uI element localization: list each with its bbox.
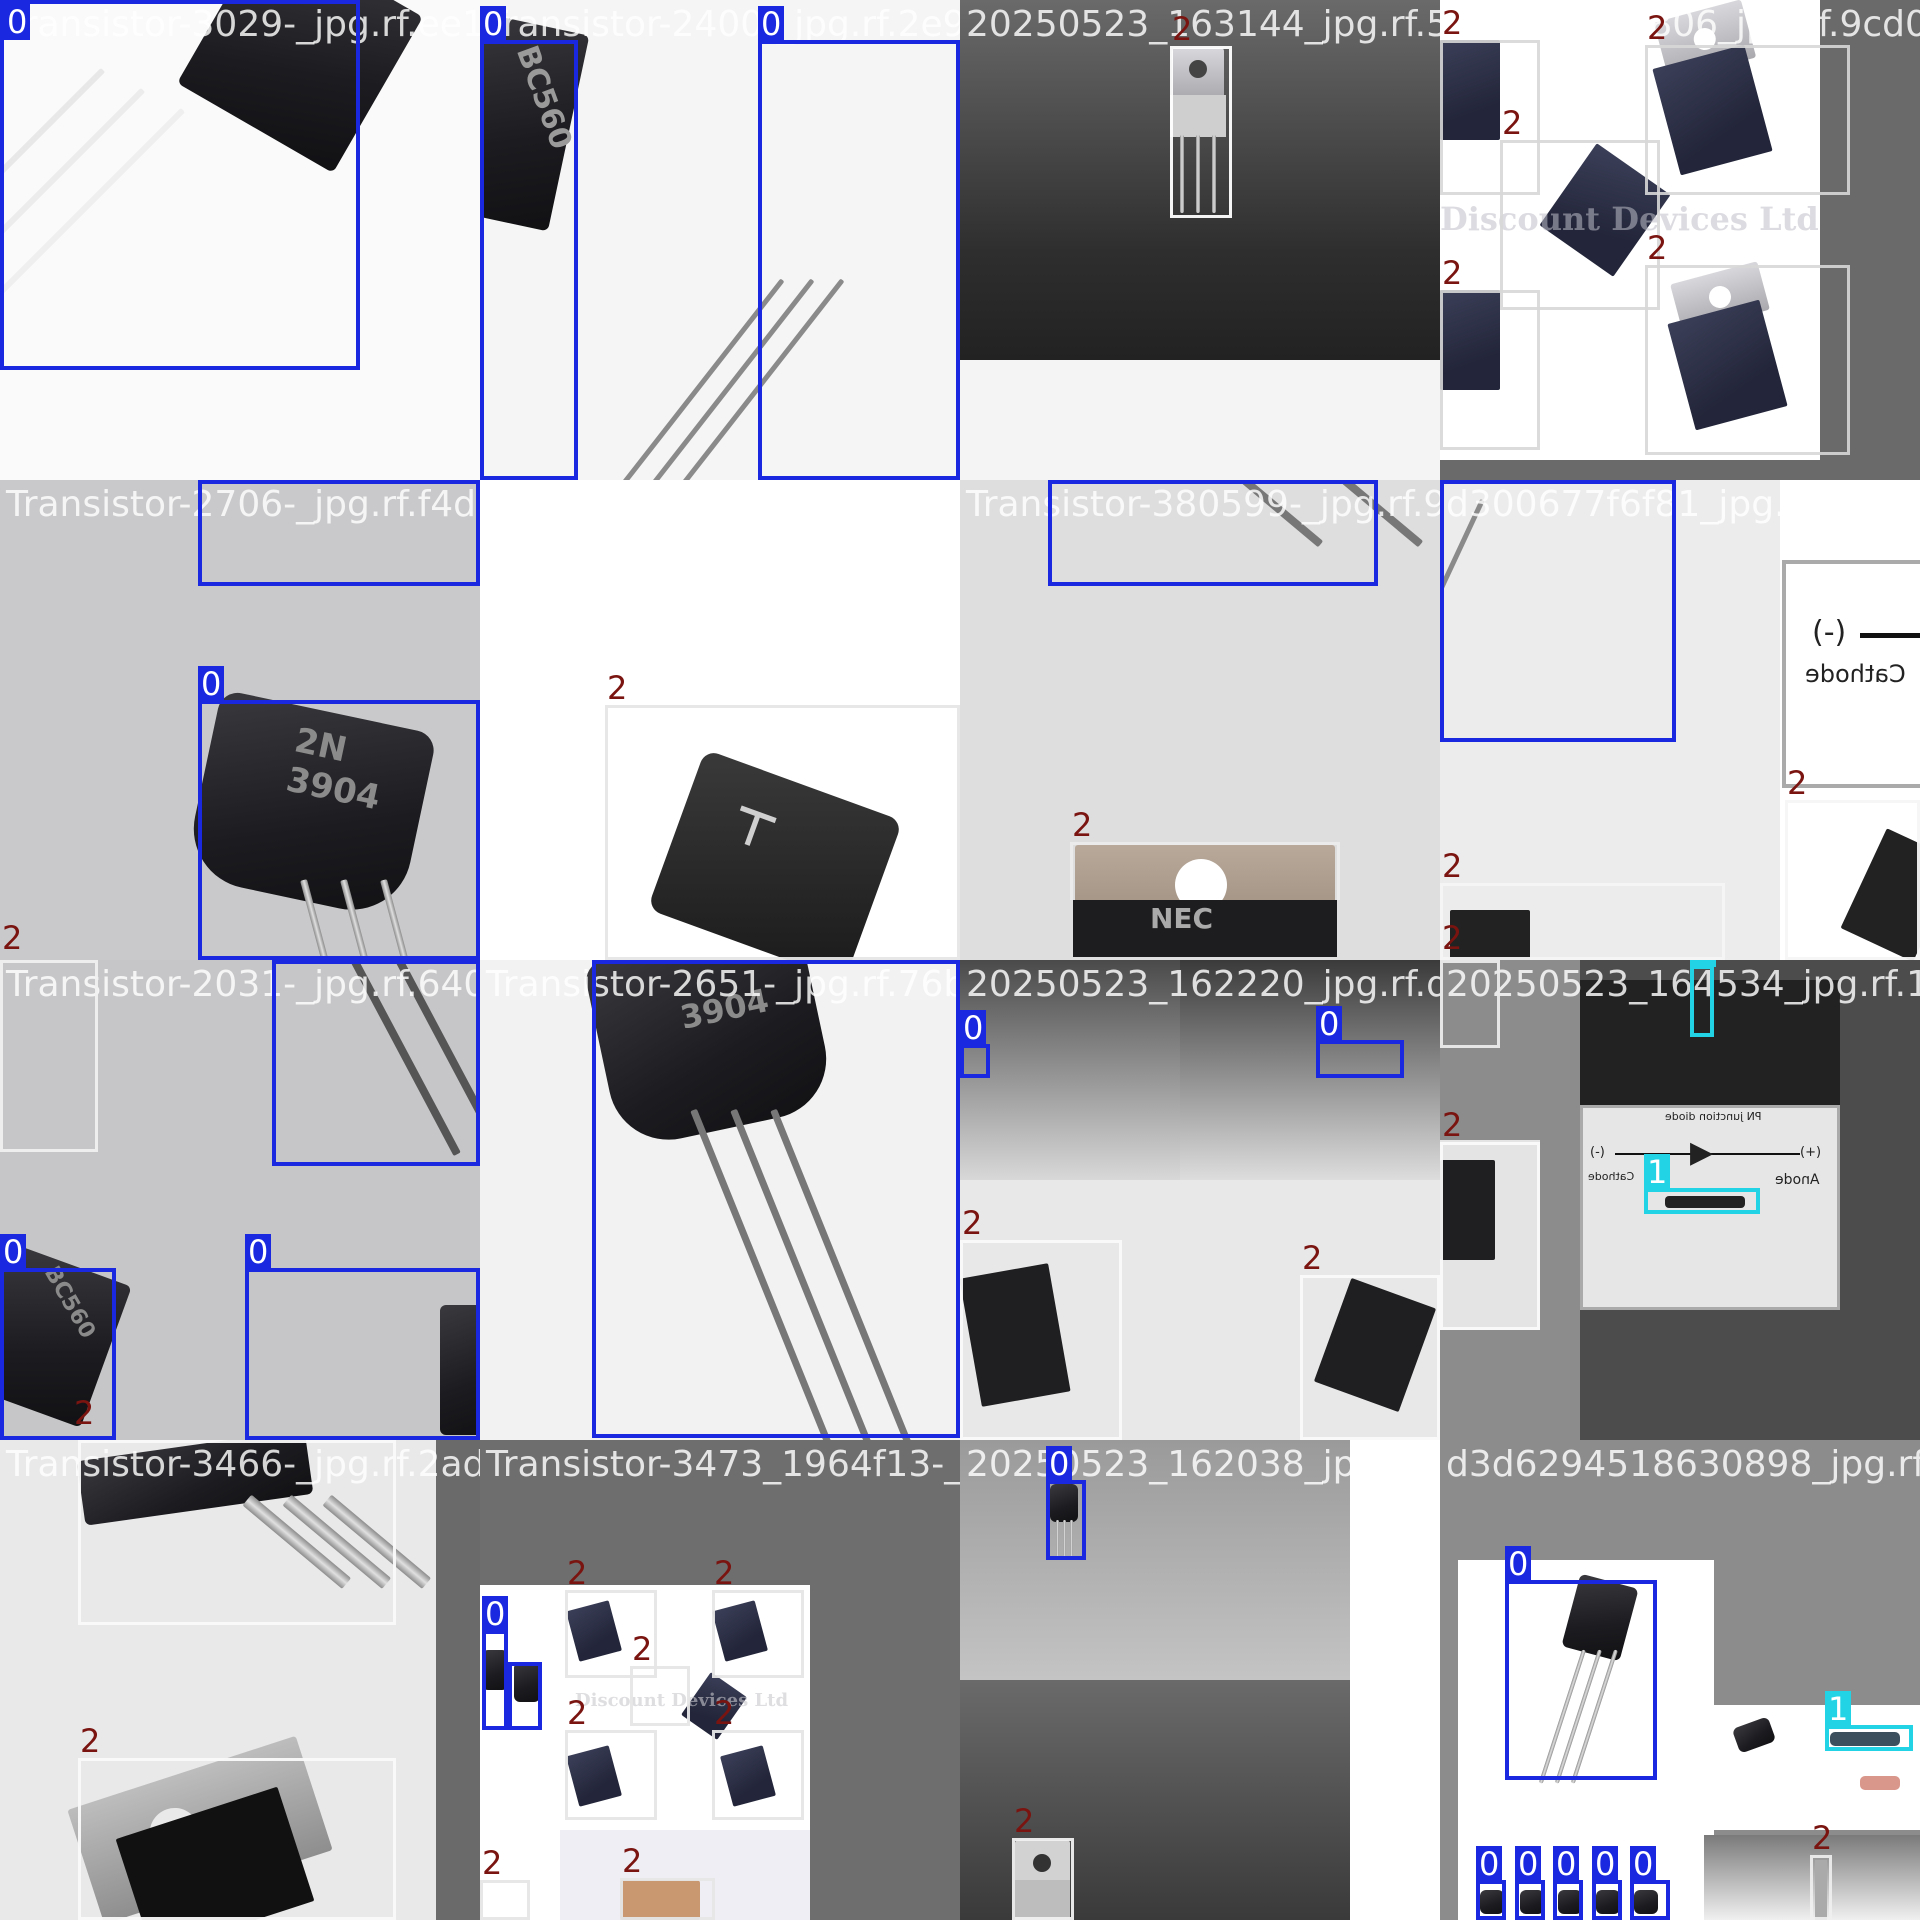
- bbox-component: 2: [712, 1555, 804, 1678]
- bbox-component: 2: [1645, 230, 1850, 455]
- bbox-transistor: 0: [0, 0, 360, 370]
- tile-caption: Transistor-380599-_jpg.rf.9b: [966, 484, 1440, 525]
- bbox-component: 2: [1170, 11, 1232, 218]
- tile-caption: Transistor-3473_1964f13-_jpg.rf.4b63b3: [486, 1444, 960, 1485]
- bbox-component: 2: [1442, 919, 1463, 957]
- bbox-diode: 1: [1825, 1691, 1913, 1751]
- bbox-transistor: [508, 1662, 542, 1730]
- bbox-component: 2: [1440, 848, 1725, 960]
- bbox-component: 2: [712, 1695, 804, 1820]
- bbox-component: 2: [1645, 10, 1850, 195]
- bbox-transistor: 0: [1515, 1846, 1545, 1920]
- bbox-component: 2: [620, 1843, 715, 1920]
- tile-caption: d300677f6f81_jpg.rf.e2510ad8fbbf: [1446, 484, 1920, 525]
- tile-1: Transistor-3029-_jpg.rf.ee1c81ae84e2460 …: [0, 0, 480, 480]
- bbox-component: 2: [1070, 807, 1340, 960]
- tile-14: Discount Devices Ltd Transistor-3473_196…: [480, 1440, 960, 1920]
- bbox-transistor: 0: [272, 960, 480, 1166]
- bbox-component: 2: [0, 960, 98, 1152]
- tile-caption: 25ff5e9a2c806_jpg.rf.9cd0: [1446, 4, 1920, 45]
- bbox-transistor: 0: [1316, 1006, 1404, 1078]
- tile-caption: Transistor-3466-_jpg.rf.2ad0: [6, 1444, 480, 1485]
- bbox-transistor: 0: [592, 960, 960, 1438]
- tile-16: d3d6294518630898_jpg.rf.a591d28 0 1 0 0 …: [1440, 1440, 1920, 1920]
- tile-caption: 20250523_163144_jpg.rf.52: [966, 4, 1440, 45]
- bbox-component: 2: [78, 1723, 396, 1920]
- tile-12: PN junction diode (-) ▶ (+) Cathode Anod…: [1440, 960, 1920, 1440]
- bbox-component: 2: [1012, 1803, 1074, 1920]
- bbox-component: 2: [1810, 1820, 1832, 1920]
- bbox-diode: 1: [1690, 960, 1717, 1037]
- tile-8: (-) Cathode d300677f6f81_jpg.rf.e2510ad8…: [1440, 480, 1920, 960]
- tile-caption: 20250523_162038_jpg.rf.60: [966, 1444, 1440, 1485]
- bbox-component: [78, 1440, 396, 1625]
- tile-caption: Transistor-2651-_jpg.rf.76b0: [486, 964, 960, 1005]
- tile-2: BC560 Transistor-2400-_jpg.rf.2e9b 0 0: [480, 0, 960, 480]
- bbox-component: 2: [1785, 765, 1920, 960]
- bbox-transistor: 0: [482, 1596, 509, 1730]
- bbox-transistor: 0: [1476, 1846, 1506, 1920]
- tile-caption: Transistor-3029-_jpg.rf.ee1c81ae84e2460: [6, 4, 480, 45]
- tile-9: BC560 Transistor-2031-_jpg.rf.6404 2 0 0…: [0, 960, 480, 1440]
- bbox-component: 2: [605, 670, 960, 960]
- tile-15: 20250523_162038_jpg.rf.60 0 2: [960, 1440, 1440, 1920]
- tile-caption: d3d6294518630898_jpg.rf.a591d28: [1446, 1444, 1920, 1485]
- bbox-component: 2: [1440, 5, 1540, 195]
- bbox-component: 2: [565, 1555, 657, 1678]
- bbox-transistor: 0: [1440, 480, 1676, 742]
- bbox-component: 2: [565, 1695, 657, 1820]
- tile-6: ⊤ Transistor-2410-_jpg.rf.7931c 2: [480, 480, 960, 960]
- bbox-transistor: 0: [1046, 1446, 1086, 1560]
- bbox-component: 2: [1300, 1240, 1440, 1440]
- bbox-transistor: 0: [1592, 1846, 1622, 1920]
- tile-caption: Transistor-2031-_jpg.rf.6404: [6, 964, 480, 1005]
- bbox-transistor: 0: [758, 6, 960, 480]
- watermark: Discount Devices Ltd: [575, 1690, 789, 1711]
- bbox-transistor: 0: [1505, 1546, 1657, 1780]
- tile-4: Discount Devices Ltd 25ff5e9a2c806_jpg.r…: [1440, 0, 1920, 480]
- bbox-component: 2: [74, 1394, 95, 1432]
- bbox-transistor: 0: [198, 666, 480, 960]
- tile-5: 2N 3904 Transistor-2706-_jpg.rf.f4de 0 0…: [0, 480, 480, 960]
- bbox-transistor: 0: [1553, 1846, 1583, 1920]
- bbox-component: 2: [1440, 1107, 1540, 1330]
- tile-caption: 20250523_162220_jpg.rf.da: [966, 964, 1440, 1005]
- tile-caption: Transistor-2400-_jpg.rf.2e9b: [486, 4, 960, 45]
- bbox-component: 2: [960, 1205, 1122, 1440]
- bbox-component: 2: [1440, 255, 1540, 450]
- bbox-transistor: 0: [1630, 1846, 1670, 1920]
- bbox-transistor: 0: [960, 1010, 990, 1078]
- tile-3: 20250523_163144_jpg.rf.52 2: [960, 0, 1440, 480]
- tile-10: 3904 Transistor-2651-_jpg.rf.76b0 0: [480, 960, 960, 1440]
- tile-caption: Transistor-2410-_jpg.rf.7931c: [486, 484, 960, 525]
- tile-caption: Transistor-2706-_jpg.rf.f4de: [6, 484, 480, 525]
- bbox-component: 2: [1500, 105, 1660, 310]
- bbox-diode: 1: [1644, 1154, 1760, 1214]
- bbox-transistor: 0: [198, 480, 480, 586]
- watermark: Discount Devices Ltd: [1440, 200, 1819, 238]
- tile-13: Transistor-3466-_jpg.rf.2ad0 2: [0, 1440, 480, 1920]
- tile-7: NEC Transistor-380599-_jpg.rf.9b 0 2: [960, 480, 1440, 960]
- bbox-component: 2: [480, 1845, 530, 1920]
- bbox-transistor: 0: [480, 6, 578, 480]
- bbox-component: 2: [1440, 960, 1500, 1048]
- bbox-transistor: 0: [0, 1234, 116, 1440]
- tile-caption: 20250523_164534_jpg.rf.1fa: [1446, 964, 1920, 1005]
- bbox-component: 2: [2, 919, 23, 957]
- bbox-transistor: 0: [245, 1234, 480, 1440]
- bbox-component: 2: [630, 1631, 690, 1726]
- tile-11: 20250523_162220_jpg.rf.da 0 0 2 2: [960, 960, 1440, 1440]
- bbox-transistor: 0: [1048, 480, 1378, 586]
